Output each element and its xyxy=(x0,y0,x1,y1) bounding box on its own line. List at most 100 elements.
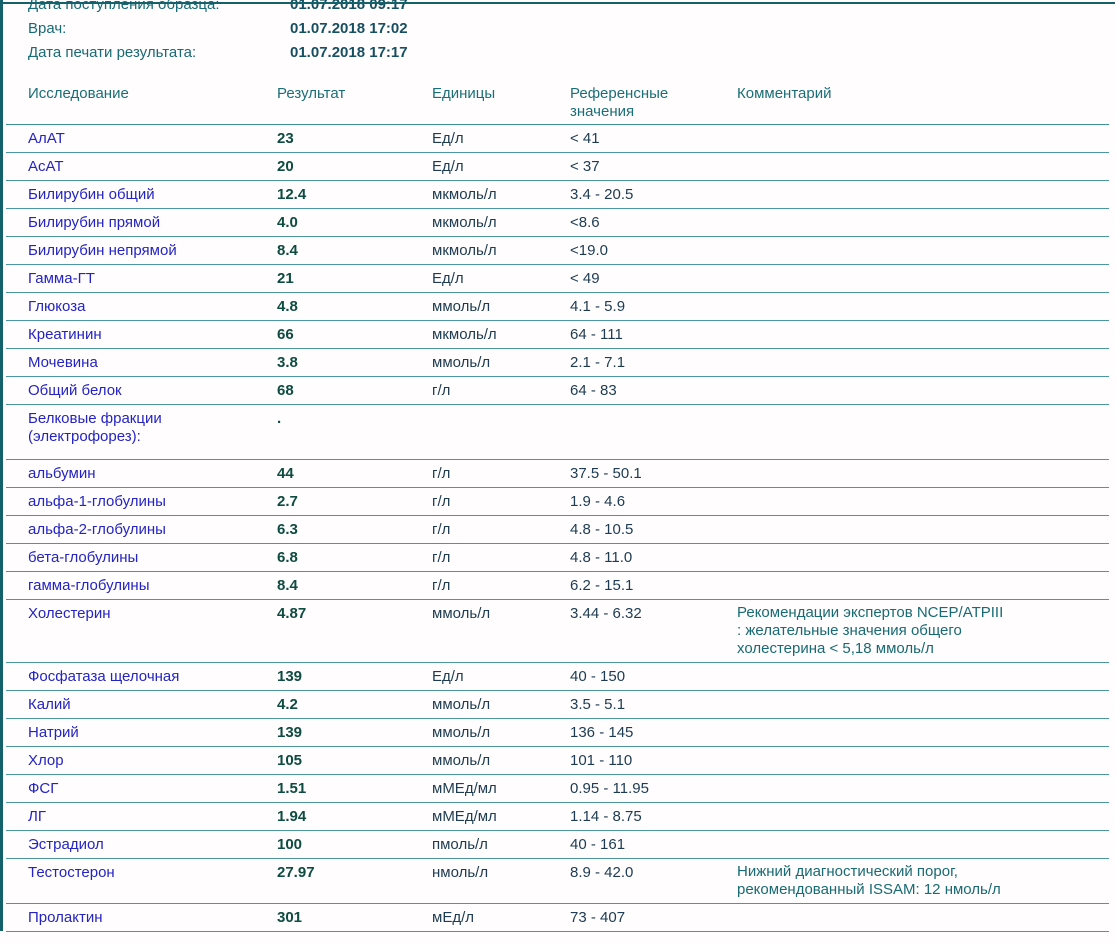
test-reference: 3.44 - 6.32 xyxy=(570,605,642,622)
test-result: 4.2 xyxy=(277,696,298,713)
test-name: гамма-глобулины xyxy=(28,577,150,594)
doctor-label: Врач: xyxy=(28,20,67,37)
table-row: Билирубин прямой 4.0 мкмоль/л <8.6 xyxy=(6,209,1109,237)
test-result: 1.94 xyxy=(277,808,307,825)
test-units: мЕд/л xyxy=(432,909,474,926)
test-units: ммоль/л xyxy=(432,354,491,371)
test-name: Общий белок xyxy=(28,382,122,399)
table-row: Мочевина 3.8 ммоль/л 2.1 - 7.1 xyxy=(6,349,1109,377)
header-test: Исследование xyxy=(28,85,129,102)
test-name: Белковые фракции (электрофорез): xyxy=(28,410,162,445)
table-row: Пролактин 301 мЕд/л 73 - 407 xyxy=(6,904,1109,932)
test-result: 2.7 xyxy=(277,493,298,510)
test-result: 23 xyxy=(277,130,294,147)
table-row: АлАТ 23 Ед/л < 41 xyxy=(6,125,1109,153)
test-result: 139 xyxy=(277,668,303,685)
test-comment: Нижний диагностический порог, рекомендов… xyxy=(737,863,1001,898)
table-row: Тестостерон 27.97 нмоль/л 8.9 - 42.0 Ниж… xyxy=(6,859,1109,904)
test-comment xyxy=(737,321,1089,329)
table-row: АсАТ 20 Ед/л < 37 xyxy=(6,153,1109,181)
print-date-row: Дата печати результата: 01.07.2018 17:17 xyxy=(28,41,1115,65)
test-reference: 136 - 145 xyxy=(570,724,634,741)
test-units xyxy=(432,405,570,414)
test-comment xyxy=(737,488,1089,496)
header-result: Результат xyxy=(277,85,346,102)
test-name: альбумин xyxy=(28,465,96,482)
print-date-value: 01.07.2018 17:17 xyxy=(290,44,408,61)
test-units: мкмоль/л xyxy=(432,214,497,231)
test-name: АлАТ xyxy=(28,130,65,147)
test-name: Билирубин прямой xyxy=(28,214,161,231)
test-name: АсАТ xyxy=(28,158,64,175)
test-name: ЛГ xyxy=(28,808,46,825)
test-comment xyxy=(737,572,1089,580)
test-units: пмоль/л xyxy=(432,836,488,853)
results-table-header: Исследование Результат Единицы Референсн… xyxy=(6,83,1109,125)
test-result: 27.97 xyxy=(277,864,315,881)
table-row: гамма-глобулины 8.4 г/л 6.2 - 15.1 xyxy=(6,572,1109,600)
test-comment xyxy=(737,803,1089,811)
test-comment xyxy=(737,377,1089,385)
test-units: Ед/л xyxy=(432,270,464,287)
header-reference: Референсные значения xyxy=(570,85,669,120)
test-name: альфа-1-глобулины xyxy=(28,493,166,510)
test-result: 4.87 xyxy=(277,605,307,622)
test-comment xyxy=(737,719,1089,727)
table-row: Общий белок 68 г/л 64 - 83 xyxy=(6,377,1109,405)
test-reference: 40 - 161 xyxy=(570,836,626,853)
test-name: Билирубин непрямой xyxy=(28,242,177,259)
test-result: 105 xyxy=(277,752,303,769)
test-name: Натрий xyxy=(28,724,79,741)
test-comment xyxy=(737,516,1089,524)
test-result: 68 xyxy=(277,382,294,399)
test-reference: 64 - 111 xyxy=(570,326,623,343)
test-comment xyxy=(737,904,1089,912)
table-row: альфа-1-глобулины 2.7 г/л 1.9 - 4.6 xyxy=(6,488,1109,516)
test-comment xyxy=(737,831,1089,839)
table-row: Глюкоза 4.8 ммоль/л 4.1 - 5.9 xyxy=(6,293,1109,321)
test-reference: 3.4 - 20.5 xyxy=(570,186,634,203)
test-comment xyxy=(737,691,1089,699)
test-units: мкмоль/л xyxy=(432,326,497,343)
report-info-block: Дата поступления образца: 01.07.2018 09:1… xyxy=(0,0,1115,65)
test-reference: < 41 xyxy=(570,130,600,147)
test-comment xyxy=(737,663,1089,671)
test-reference: <8.6 xyxy=(570,214,600,231)
table-row: бета-глобулины 6.8 г/л 4.8 - 11.0 xyxy=(6,544,1109,572)
test-units: Ед/л xyxy=(432,130,464,147)
test-units: мМЕд/мл xyxy=(432,808,497,825)
test-reference: <19.0 xyxy=(570,242,608,259)
test-units: мкмоль/л xyxy=(432,242,497,259)
test-comment xyxy=(737,209,1089,217)
test-reference: 4.8 - 11.0 xyxy=(570,549,633,566)
test-reference: 4.1 - 5.9 xyxy=(570,298,626,315)
print-date-label: Дата печати результата: xyxy=(28,44,197,61)
test-reference: < 49 xyxy=(570,270,600,287)
test-comment xyxy=(737,775,1089,783)
test-units: нмоль/л xyxy=(432,864,489,881)
test-units: ммоль/л xyxy=(432,696,491,713)
test-reference: 0.95 - 11.95 xyxy=(570,780,649,797)
test-units: ммоль/л xyxy=(432,752,491,769)
test-name: Гамма-ГТ xyxy=(28,270,95,287)
test-units: г/л xyxy=(432,493,451,510)
table-row: Эстрадиол 100 пмоль/л 40 - 161 xyxy=(6,831,1109,859)
test-reference: 4.8 - 10.5 xyxy=(570,521,634,538)
test-comment xyxy=(737,237,1089,245)
test-name: Холестерин xyxy=(28,605,111,622)
test-reference: 101 - 110 xyxy=(570,752,633,769)
table-row: Фосфатаза щелочная 139 Ед/л 40 - 150 xyxy=(6,663,1109,691)
table-row: ЛГ 1.94 мМЕд/мл 1.14 - 8.75 xyxy=(6,803,1109,831)
test-result: 1.51 xyxy=(277,780,307,797)
test-result: 6.8 xyxy=(277,549,298,566)
test-result: 44 xyxy=(277,465,294,482)
test-name: бета-глобулины xyxy=(28,549,139,566)
test-result: 3.8 xyxy=(277,354,298,371)
table-row: альфа-2-глобулины 6.3 г/л 4.8 - 10.5 xyxy=(6,516,1109,544)
test-result: 21 xyxy=(277,270,294,287)
test-reference: 1.9 - 4.6 xyxy=(570,493,626,510)
table-row: Билирубин непрямой 8.4 мкмоль/л <19.0 xyxy=(6,237,1109,265)
test-units: г/л xyxy=(432,465,451,482)
test-comment xyxy=(737,265,1089,273)
report-top-border xyxy=(0,2,1115,4)
